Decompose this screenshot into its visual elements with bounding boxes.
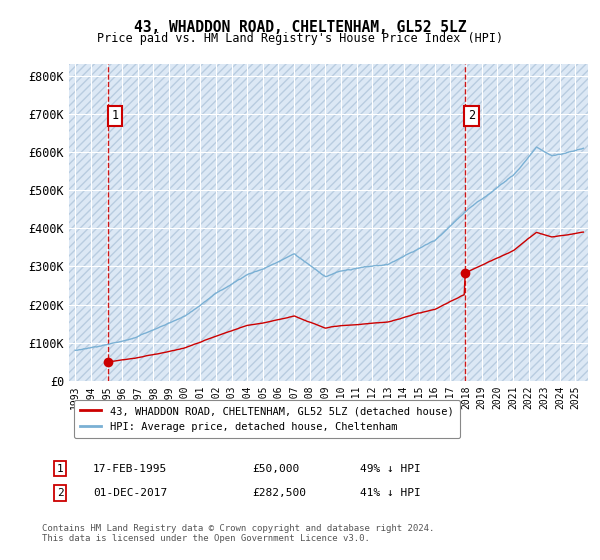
Text: Price paid vs. HM Land Registry's House Price Index (HPI): Price paid vs. HM Land Registry's House … bbox=[97, 32, 503, 45]
Text: 1: 1 bbox=[112, 109, 119, 123]
Text: 1: 1 bbox=[56, 464, 64, 474]
Text: 2: 2 bbox=[56, 488, 64, 498]
Text: 41% ↓ HPI: 41% ↓ HPI bbox=[360, 488, 421, 498]
Text: Contains HM Land Registry data © Crown copyright and database right 2024.
This d: Contains HM Land Registry data © Crown c… bbox=[42, 524, 434, 543]
Legend: 43, WHADDON ROAD, CHELTENHAM, GL52 5LZ (detached house), HPI: Average price, det: 43, WHADDON ROAD, CHELTENHAM, GL52 5LZ (… bbox=[74, 400, 460, 438]
Text: 2: 2 bbox=[468, 109, 475, 123]
Text: £282,500: £282,500 bbox=[252, 488, 306, 498]
Text: 17-FEB-1995: 17-FEB-1995 bbox=[93, 464, 167, 474]
Text: 01-DEC-2017: 01-DEC-2017 bbox=[93, 488, 167, 498]
Text: £50,000: £50,000 bbox=[252, 464, 299, 474]
Text: 43, WHADDON ROAD, CHELTENHAM, GL52 5LZ: 43, WHADDON ROAD, CHELTENHAM, GL52 5LZ bbox=[134, 20, 466, 35]
Text: 49% ↓ HPI: 49% ↓ HPI bbox=[360, 464, 421, 474]
